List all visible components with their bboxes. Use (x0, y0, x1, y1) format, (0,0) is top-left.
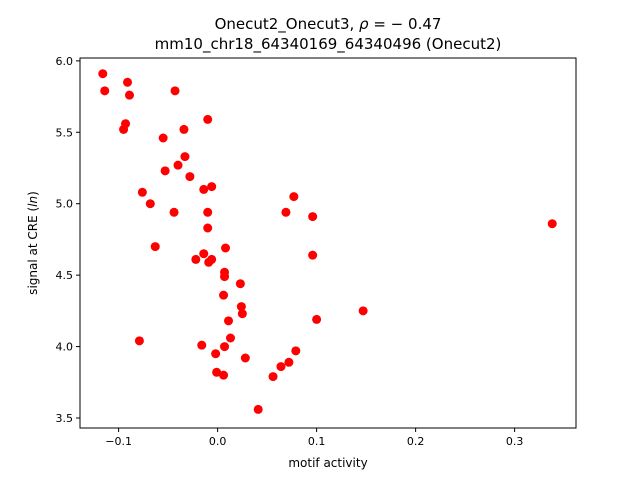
data-point (225, 333, 235, 343)
data-point (289, 192, 299, 202)
x-axis-label: motif activity (288, 456, 367, 470)
x-tick-label: 0.3 (506, 435, 524, 448)
data-point (281, 207, 291, 217)
data-point (236, 302, 246, 312)
data-point (220, 272, 230, 282)
data-point (276, 362, 286, 372)
data-point (284, 357, 294, 367)
data-point (204, 257, 214, 267)
y-tick-label: 3.5 (56, 412, 74, 425)
chart-title-line2: mm10_chr18_64340169_64340496 (Onecut2) (155, 35, 502, 54)
y-tick-label: 5.0 (56, 198, 74, 211)
data-point (191, 254, 201, 264)
data-point (219, 290, 229, 300)
data-point (170, 86, 180, 96)
data-point (121, 119, 131, 129)
y-tick-label: 4.0 (56, 341, 74, 354)
data-point (150, 242, 160, 252)
x-tick-label: 0.0 (209, 435, 227, 448)
data-point (220, 342, 230, 352)
data-point (203, 207, 213, 217)
y-axis: 3.5 4.0 4.5 5.0 5.5 6.0 (56, 55, 80, 425)
data-point (199, 249, 209, 259)
data-point (160, 166, 170, 176)
data-point (235, 279, 245, 289)
plot-frame (79, 57, 577, 429)
data-point (224, 316, 234, 326)
data-point (169, 207, 179, 217)
data-point (203, 114, 213, 124)
y-axis-label: signal at CRE (ln) (26, 191, 40, 295)
data-point (207, 182, 217, 192)
y-tick-label: 4.5 (56, 269, 74, 282)
data-point (308, 212, 318, 222)
data-point (173, 160, 183, 170)
data-point (308, 250, 318, 260)
data-point (134, 336, 144, 346)
data-point (237, 309, 247, 319)
data-point (158, 133, 168, 143)
data-point (123, 77, 133, 87)
data-point (125, 90, 135, 100)
x-tick-label: 0.2 (407, 435, 425, 448)
y-tick-label: 5.5 (56, 126, 74, 139)
x-axis: −0.1 0.0 0.1 0.2 0.3 (105, 428, 523, 448)
points-layer (98, 69, 557, 414)
data-point (203, 223, 213, 233)
data-point (180, 152, 190, 162)
chart-title-line1: Onecut2_Onecut3, ρ = − 0.47 (215, 15, 442, 34)
data-point (240, 353, 250, 363)
data-point (100, 86, 110, 96)
data-point (98, 69, 108, 79)
data-point (547, 219, 557, 229)
data-point (219, 370, 229, 380)
data-point (358, 306, 368, 316)
data-point (212, 367, 222, 377)
data-point (179, 124, 189, 134)
data-point (199, 184, 209, 194)
data-point (253, 404, 263, 414)
x-tick-label: −0.1 (105, 435, 132, 448)
data-point (291, 346, 301, 356)
data-point (145, 199, 155, 209)
data-point (221, 243, 231, 253)
data-point (185, 172, 195, 182)
y-tick-label: 6.0 (56, 55, 74, 68)
data-point (137, 187, 147, 197)
data-point (211, 349, 221, 359)
x-tick-label: 0.1 (308, 435, 326, 448)
data-point (197, 340, 207, 350)
data-point (268, 372, 278, 382)
data-point (312, 314, 322, 324)
